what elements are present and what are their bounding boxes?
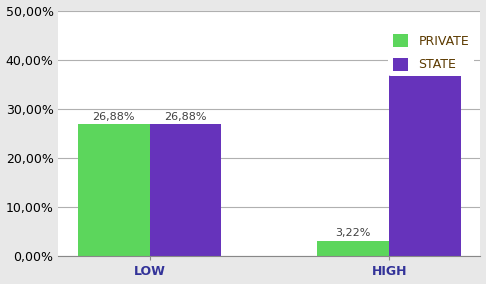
Text: 26,88%: 26,88%: [92, 112, 135, 122]
Text: 26,88%: 26,88%: [164, 112, 207, 122]
Legend: PRIVATE, STATE: PRIVATE, STATE: [388, 29, 474, 76]
Bar: [78, 124, 150, 256]
Text: 3,22%: 3,22%: [336, 228, 371, 238]
Bar: [389, 45, 461, 256]
Bar: [317, 241, 389, 256]
Text: 43,01%: 43,01%: [404, 32, 447, 43]
Bar: [150, 124, 222, 256]
